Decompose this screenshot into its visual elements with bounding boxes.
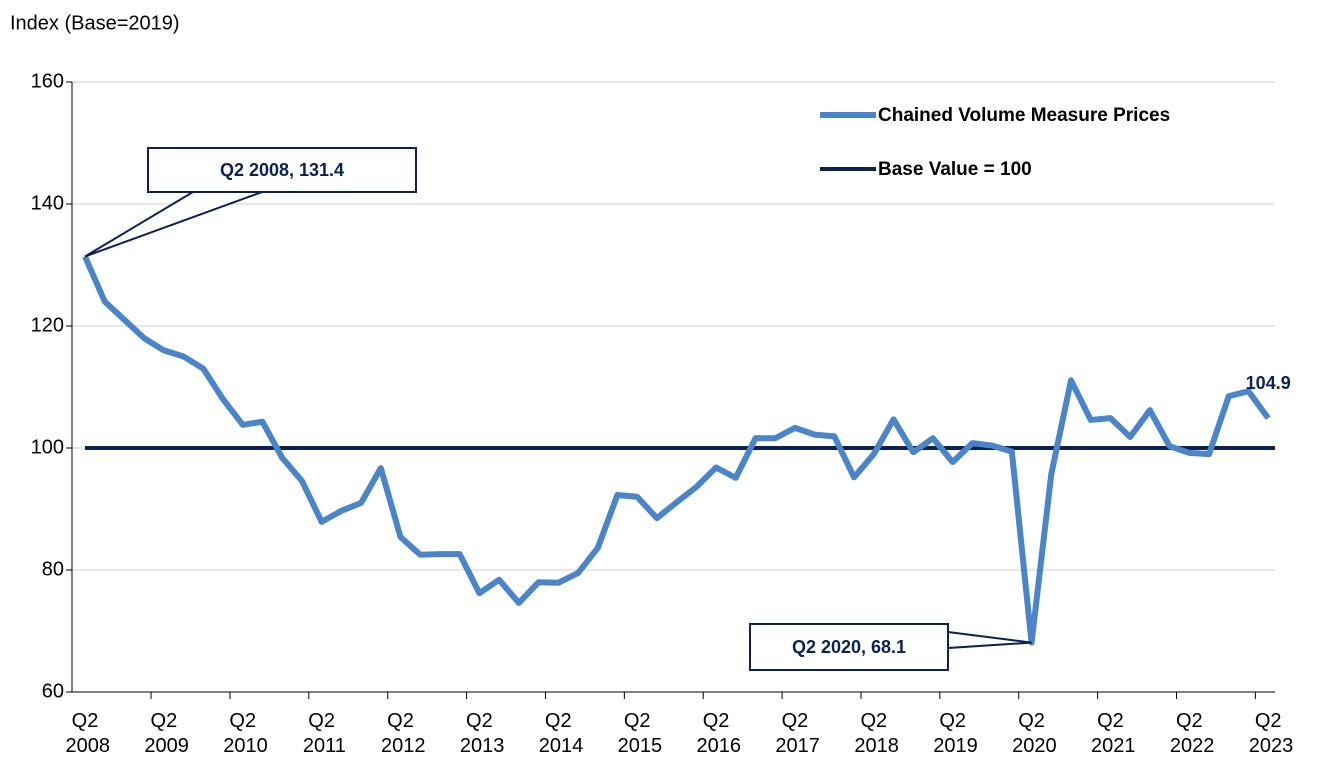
y-tick-label: 60 [42,680,64,702]
x-tick-label: Q2 2017 [770,710,820,757]
line-series [82,255,1271,646]
x-tick-label: Q2 2019 [928,710,978,757]
x-tick-label: Q2 2016 [691,710,741,757]
x-tick-label: Q2 2010 [218,710,268,757]
callout-box [147,147,417,193]
y-axis-label: Index (Base=2019) [10,12,180,34]
x-tick-label: Q2 2011 [297,710,346,757]
x-tick-label: Q2 2012 [375,710,425,757]
x-tick-label: Q2 2021 [1085,710,1135,757]
y-tick-label: 160 [31,70,64,92]
x-tick-label: Q2 2022 [1164,710,1214,757]
callout-pointer [84,191,263,258]
legend-label: Base Value = 100 [878,159,1032,180]
data-label: Q2 2008, 131.4 [220,160,344,180]
x-tick-label: Q2 2014 [533,710,583,757]
callout-box [749,623,949,671]
y-tick-label: 100 [31,436,64,458]
data-label: 104.9 [1246,373,1291,393]
x-tick-label: Q2 2009 [139,710,189,757]
data-label: Q2 2020, 68.1 [792,637,906,657]
x-tick-label: Q2 2013 [454,710,504,757]
legend-label: Chained Volume Measure Prices [878,105,1170,126]
x-tick-label: Q2 2020 [1007,710,1057,757]
x-tick-label: Q2 2023 [1243,710,1293,757]
x-tick-label: Q2 2008 [60,710,110,757]
y-tick-label: 120 [31,314,64,336]
y-tick-label: 80 [42,558,64,580]
callout-pointer [947,630,1032,650]
x-tick-label: Q2 2015 [612,710,662,757]
y-tick-label: 140 [31,192,64,214]
x-tick-label: Q2 2018 [849,710,899,757]
